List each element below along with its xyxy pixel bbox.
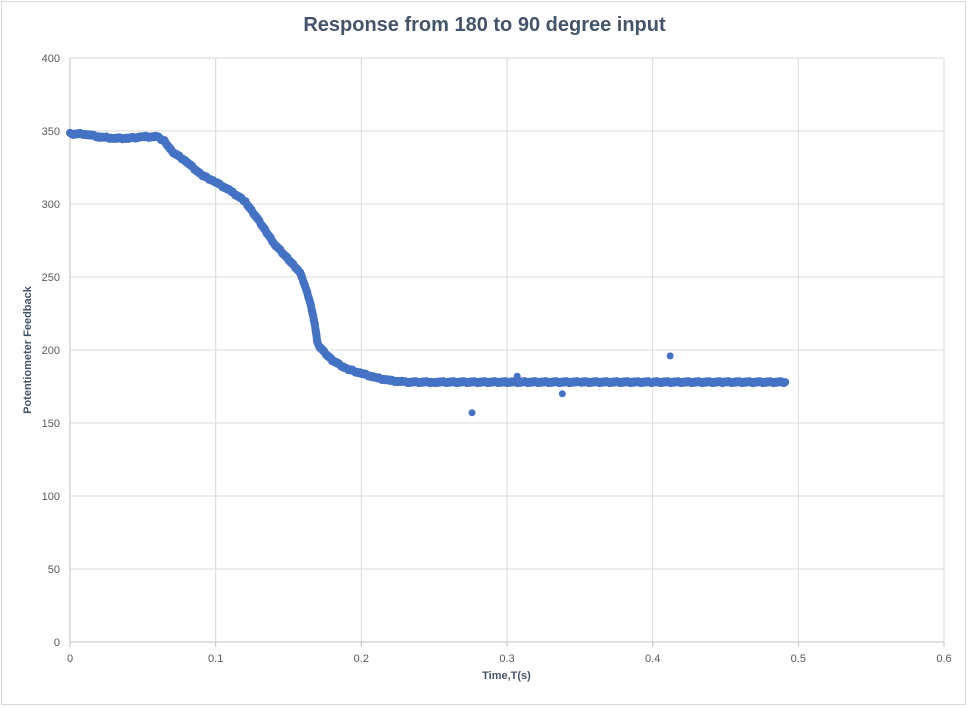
y-tick-labels: 0 50 100 150 200 250 300 350 400 — [42, 53, 60, 649]
y-tick-label: 400 — [42, 53, 60, 65]
outlier-point — [666, 352, 674, 360]
y-tick-label: 300 — [42, 199, 60, 211]
x-tick-labels: 0 0.1 0.2 0.3 0.4 0.5 0.6 — [67, 653, 952, 665]
x-tick-label: 0.5 — [791, 653, 806, 665]
y-tick-label: 250 — [42, 272, 60, 284]
y-tick-label: 100 — [42, 491, 60, 503]
y-tick-label: 50 — [48, 564, 60, 576]
gridlines — [70, 57, 945, 642]
x-tick-label: 0.6 — [936, 653, 951, 665]
x-tick-label: 0.1 — [208, 653, 223, 665]
y-tick-label: 0 — [54, 637, 60, 649]
outlier-point — [513, 372, 521, 380]
x-tick-label: 0.3 — [499, 653, 514, 665]
x-tick-label: 0.2 — [354, 653, 369, 665]
y-tick-label: 350 — [42, 126, 60, 138]
data-point — [781, 378, 790, 387]
x-axis-label: Time,T(s) — [482, 670, 531, 682]
x-tick-label: 0.4 — [645, 653, 660, 665]
x-tick-label: 0 — [67, 653, 73, 665]
y-tick-label: 200 — [42, 345, 60, 357]
y-tick-label: 150 — [42, 418, 60, 430]
outlier-point — [558, 390, 566, 398]
chart-title: Response from 180 to 90 degree input — [303, 14, 666, 36]
data-points — [66, 128, 790, 417]
axes — [69, 58, 945, 647]
y-axis-label: Potentiometer Feedback — [22, 286, 34, 414]
outlier-point — [468, 409, 476, 417]
